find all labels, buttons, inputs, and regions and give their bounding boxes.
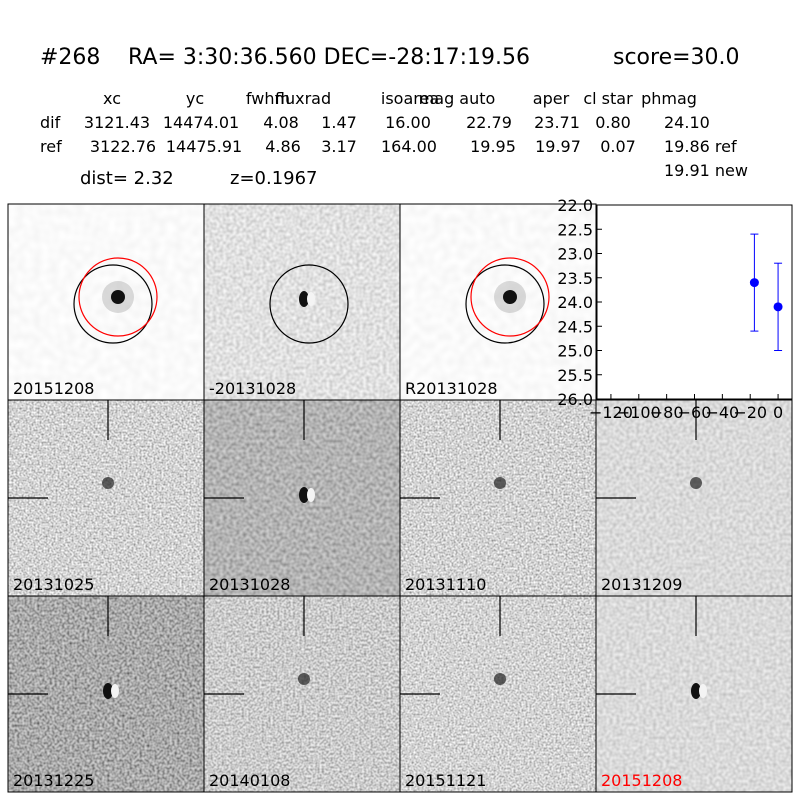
source <box>111 290 125 304</box>
column-header: yc <box>186 89 204 108</box>
dist: dist= 2.32 <box>80 168 174 189</box>
y-tick-label: 22.5 <box>557 220 593 239</box>
y-tick-label: 24.5 <box>557 317 593 336</box>
cell: 0.80 <box>595 113 631 132</box>
column-header: fluxrad <box>275 89 331 108</box>
column-header: phmag <box>641 89 697 108</box>
column-header: xc <box>103 89 121 108</box>
cell: 16.00 <box>385 113 431 132</box>
cell: 3121.43 <box>84 113 150 132</box>
cell: 3.17 <box>321 137 357 156</box>
source <box>102 477 114 489</box>
source <box>298 673 310 685</box>
source-dark <box>103 683 113 699</box>
cell: 14475.91 <box>166 137 242 156</box>
source-dark <box>691 683 701 699</box>
epoch-label: 20131209 <box>601 575 682 594</box>
source-light <box>111 684 119 698</box>
y-tick-label: 24.0 <box>557 293 593 312</box>
x-tick-label: −120 <box>589 403 633 422</box>
epoch-label: 20131225 <box>13 771 94 790</box>
score: score=30.0 <box>613 45 740 70</box>
cell: 23.71 <box>534 113 580 132</box>
epoch-label: 20131028 <box>209 575 290 594</box>
cell: 164.00 <box>381 137 437 156</box>
coordinates: RA= 3:30:36.560 DEC=-28:17:19.56 <box>128 45 530 70</box>
y-tick-label: 25.5 <box>557 366 593 385</box>
x-tick-label: −20 <box>733 403 767 422</box>
y-tick-label: 26.0 <box>557 390 593 409</box>
aperture-ref <box>470 257 550 337</box>
source-light <box>307 292 315 306</box>
epoch-label: 20151121 <box>405 771 486 790</box>
cell: 24.10 <box>664 113 710 132</box>
epoch-label: 20151208 <box>13 379 94 398</box>
y-tick-label: 23.5 <box>557 269 593 288</box>
epoch-label: R20131028 <box>405 379 498 398</box>
column-header: isoarea <box>381 89 439 108</box>
plot-area <box>596 204 793 400</box>
cell: 0.07 <box>600 137 636 156</box>
y-tick-label: 23.0 <box>557 245 593 264</box>
cell: 19.95 <box>470 137 516 156</box>
column-header: fwhm <box>246 89 290 108</box>
source-light <box>307 488 315 502</box>
source <box>494 477 506 489</box>
cell: 3122.76 <box>90 137 156 156</box>
epoch-label: -20131028 <box>209 379 296 398</box>
cell: 14474.01 <box>163 113 239 132</box>
cell: 22.79 <box>466 113 512 132</box>
row-label: ref <box>40 137 62 156</box>
source-light <box>699 684 707 698</box>
x-tick-label: 0 <box>773 403 783 422</box>
redshift: z=0.1967 <box>230 168 318 189</box>
cell: 4.08 <box>263 113 299 132</box>
cutout-image <box>8 204 204 400</box>
cell-border <box>595 595 793 793</box>
cell: 4.86 <box>265 137 301 156</box>
aperture <box>465 264 545 344</box>
y-tick-label: 25.0 <box>557 342 593 361</box>
x-tick-label: −60 <box>678 403 712 422</box>
candidate-id: #268 <box>40 45 100 70</box>
x-tick-label: −100 <box>617 403 661 422</box>
row-label: dif <box>40 113 61 132</box>
cell: 1.47 <box>321 113 357 132</box>
source-dark <box>299 487 309 503</box>
cell: 19.86 ref <box>664 137 737 156</box>
epoch-label: 20140108 <box>209 771 290 790</box>
epoch-label: 20131025 <box>13 575 94 594</box>
phmag-new: 19.91 new <box>664 161 748 180</box>
aperture-ref <box>78 257 158 337</box>
column-header: cl star <box>583 89 633 108</box>
x-tick-label: −40 <box>705 403 739 422</box>
x-tick-label: −80 <box>650 403 684 422</box>
y-tick-label: 22.0 <box>557 196 593 215</box>
point <box>773 302 783 312</box>
column-header: aper <box>533 89 570 108</box>
point <box>749 278 759 288</box>
column-header: mag auto <box>419 89 496 108</box>
cell: 19.97 <box>535 137 581 156</box>
source <box>690 477 702 489</box>
source <box>503 290 517 304</box>
source <box>494 673 506 685</box>
source-dark <box>299 291 309 307</box>
epoch-label: 20151208 <box>601 771 682 790</box>
cutout-image <box>400 204 596 400</box>
aperture <box>269 264 349 344</box>
epoch-label: 20131110 <box>405 575 486 594</box>
aperture <box>73 264 153 344</box>
